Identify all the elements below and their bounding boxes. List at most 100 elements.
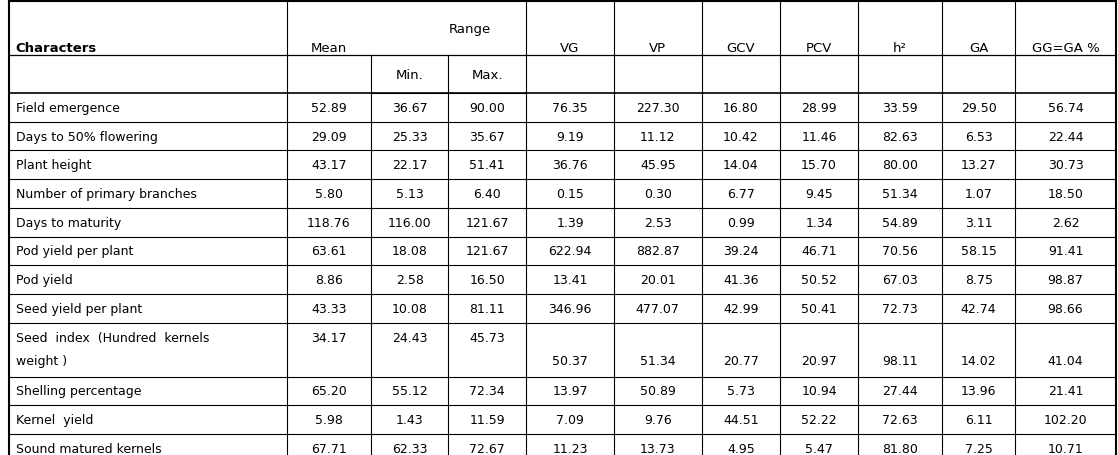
- Text: 5.98: 5.98: [315, 413, 343, 426]
- Text: 8.75: 8.75: [965, 273, 993, 287]
- Text: 13.97: 13.97: [552, 384, 588, 398]
- Text: 35.67: 35.67: [470, 130, 505, 143]
- Text: 67.71: 67.71: [311, 442, 347, 455]
- Text: 50.89: 50.89: [639, 384, 675, 398]
- Text: VP: VP: [650, 41, 666, 55]
- Text: 51.41: 51.41: [470, 159, 505, 172]
- Text: 56.74: 56.74: [1048, 101, 1083, 115]
- Text: 8.86: 8.86: [315, 273, 343, 287]
- Text: 102.20: 102.20: [1044, 413, 1088, 426]
- Text: 41.36: 41.36: [723, 273, 758, 287]
- Text: 91.41: 91.41: [1048, 245, 1083, 258]
- Text: 2.58: 2.58: [396, 273, 424, 287]
- Text: 51.34: 51.34: [882, 187, 918, 201]
- Text: 4.95: 4.95: [727, 442, 755, 455]
- Text: 7.25: 7.25: [965, 442, 993, 455]
- Text: 20.97: 20.97: [802, 354, 837, 367]
- Text: 72.63: 72.63: [882, 413, 918, 426]
- Text: VG: VG: [560, 41, 579, 55]
- Text: 11.23: 11.23: [552, 442, 588, 455]
- Text: 29.09: 29.09: [311, 130, 347, 143]
- Text: 28.99: 28.99: [802, 101, 837, 115]
- Text: 0.99: 0.99: [727, 216, 755, 229]
- Text: 6.40: 6.40: [473, 187, 501, 201]
- Text: 27.44: 27.44: [882, 384, 918, 398]
- Text: 51.34: 51.34: [639, 354, 675, 367]
- Text: 1.39: 1.39: [556, 216, 584, 229]
- Text: 25.33: 25.33: [392, 130, 427, 143]
- Text: 44.51: 44.51: [723, 413, 759, 426]
- Text: 41.04: 41.04: [1048, 354, 1083, 367]
- Text: 36.67: 36.67: [392, 101, 427, 115]
- Text: 14.02: 14.02: [960, 354, 996, 367]
- Text: Plant height: Plant height: [16, 159, 91, 172]
- Text: 33.59: 33.59: [882, 101, 918, 115]
- Text: 0.15: 0.15: [556, 187, 584, 201]
- Text: Sound matured kernels: Sound matured kernels: [16, 442, 161, 455]
- Text: 5.80: 5.80: [315, 187, 343, 201]
- Text: 116.00: 116.00: [388, 216, 432, 229]
- Text: 1.34: 1.34: [805, 216, 833, 229]
- Text: Pod yield per plant: Pod yield per plant: [16, 245, 133, 258]
- Text: Kernel  yield: Kernel yield: [16, 413, 93, 426]
- Text: 3.11: 3.11: [965, 216, 993, 229]
- Text: 90.00: 90.00: [470, 101, 505, 115]
- Text: 6.11: 6.11: [965, 413, 993, 426]
- Text: 1.07: 1.07: [965, 187, 993, 201]
- Text: 42.74: 42.74: [960, 302, 996, 315]
- Text: 81.11: 81.11: [470, 302, 505, 315]
- Text: 10.94: 10.94: [802, 384, 837, 398]
- Text: 50.52: 50.52: [802, 273, 837, 287]
- Text: 22.17: 22.17: [392, 159, 427, 172]
- Text: 0.30: 0.30: [644, 187, 672, 201]
- Text: Seed yield per plant: Seed yield per plant: [16, 302, 142, 315]
- Text: 63.61: 63.61: [311, 245, 347, 258]
- Text: 121.67: 121.67: [465, 245, 509, 258]
- Text: 6.53: 6.53: [965, 130, 993, 143]
- Text: 98.66: 98.66: [1048, 302, 1083, 315]
- Text: 34.17: 34.17: [311, 331, 347, 344]
- Text: 477.07: 477.07: [636, 302, 680, 315]
- Text: 52.89: 52.89: [311, 101, 347, 115]
- Text: 9.19: 9.19: [556, 130, 584, 143]
- Text: 6.77: 6.77: [727, 187, 755, 201]
- Text: 10.08: 10.08: [391, 302, 427, 315]
- Text: GG=GA %: GG=GA %: [1032, 41, 1099, 55]
- Text: 30.73: 30.73: [1048, 159, 1083, 172]
- Text: 16.50: 16.50: [470, 273, 505, 287]
- Text: 98.87: 98.87: [1048, 273, 1083, 287]
- Text: 13.73: 13.73: [639, 442, 675, 455]
- Text: 24.43: 24.43: [392, 331, 427, 344]
- Text: Max.: Max.: [472, 68, 503, 81]
- Text: 70.56: 70.56: [882, 245, 918, 258]
- Text: 80.00: 80.00: [882, 159, 918, 172]
- Text: 81.80: 81.80: [882, 442, 918, 455]
- Text: 72.34: 72.34: [470, 384, 505, 398]
- Text: 65.20: 65.20: [311, 384, 347, 398]
- Text: 9.76: 9.76: [644, 413, 672, 426]
- Text: 52.22: 52.22: [802, 413, 837, 426]
- Text: 43.33: 43.33: [311, 302, 347, 315]
- Text: 62.33: 62.33: [392, 442, 427, 455]
- Text: 20.01: 20.01: [639, 273, 675, 287]
- Text: 5.73: 5.73: [727, 384, 755, 398]
- Text: Mean: Mean: [311, 41, 347, 55]
- Text: 16.80: 16.80: [723, 101, 759, 115]
- Text: 11.46: 11.46: [802, 130, 836, 143]
- Text: 72.67: 72.67: [470, 442, 505, 455]
- Text: 45.95: 45.95: [639, 159, 675, 172]
- Text: 346.96: 346.96: [548, 302, 591, 315]
- Text: 50.37: 50.37: [552, 354, 588, 367]
- Text: 20.77: 20.77: [723, 354, 759, 367]
- Text: Seed  index  (Hundred  kernels: Seed index (Hundred kernels: [16, 331, 209, 344]
- Text: 18.50: 18.50: [1048, 187, 1083, 201]
- Text: 13.96: 13.96: [961, 384, 996, 398]
- Text: 11.59: 11.59: [470, 413, 505, 426]
- Text: 72.73: 72.73: [882, 302, 918, 315]
- Text: Number of primary branches: Number of primary branches: [16, 187, 197, 201]
- Text: 1.43: 1.43: [396, 413, 424, 426]
- Text: 82.63: 82.63: [882, 130, 918, 143]
- Text: 11.12: 11.12: [639, 130, 675, 143]
- Text: Range: Range: [448, 23, 491, 35]
- Text: 2.53: 2.53: [644, 216, 672, 229]
